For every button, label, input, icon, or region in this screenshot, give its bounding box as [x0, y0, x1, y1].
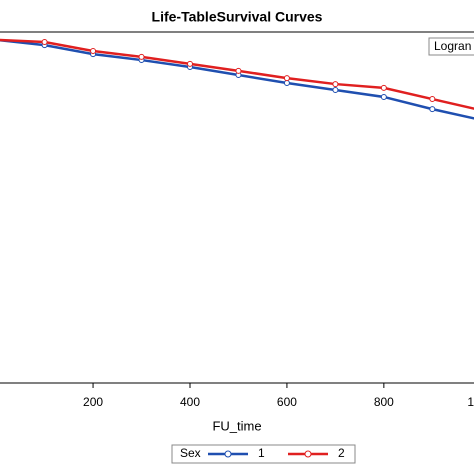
- x-tick-label: 600: [277, 395, 297, 409]
- x-tick-label: 400: [180, 395, 200, 409]
- data-point: [429, 96, 436, 103]
- annotation-box: [428, 37, 474, 56]
- data-point: [380, 84, 387, 91]
- data-point: [332, 81, 339, 88]
- data-point: [332, 86, 339, 93]
- data-point: [235, 67, 242, 74]
- annotation: Logran: [434, 39, 471, 53]
- data-point: [380, 93, 387, 100]
- data-point: [186, 60, 193, 67]
- legend-title: Sex: [180, 446, 201, 460]
- legend-label: 2: [338, 446, 345, 460]
- legend-box: [171, 444, 356, 464]
- plot-frame: [0, 31, 474, 384]
- data-point: [90, 48, 97, 55]
- plot-area: [0, 38, 474, 120]
- x-axis-label: FU_time: [212, 418, 261, 433]
- data-point: [283, 80, 290, 87]
- x-tick-label: 1000: [467, 395, 474, 409]
- chart-title: Life-TableSurvival Curves: [152, 9, 323, 25]
- data-point: [41, 38, 48, 45]
- data-point: [429, 106, 436, 113]
- data-point: [283, 75, 290, 82]
- x-tick-label: 800: [374, 395, 394, 409]
- x-tick-label: 200: [83, 395, 103, 409]
- data-point: [138, 53, 145, 60]
- legend-marker: [304, 450, 312, 458]
- legend-marker: [224, 450, 232, 458]
- series-line: [0, 39, 474, 120]
- legend-label: 1: [258, 446, 265, 460]
